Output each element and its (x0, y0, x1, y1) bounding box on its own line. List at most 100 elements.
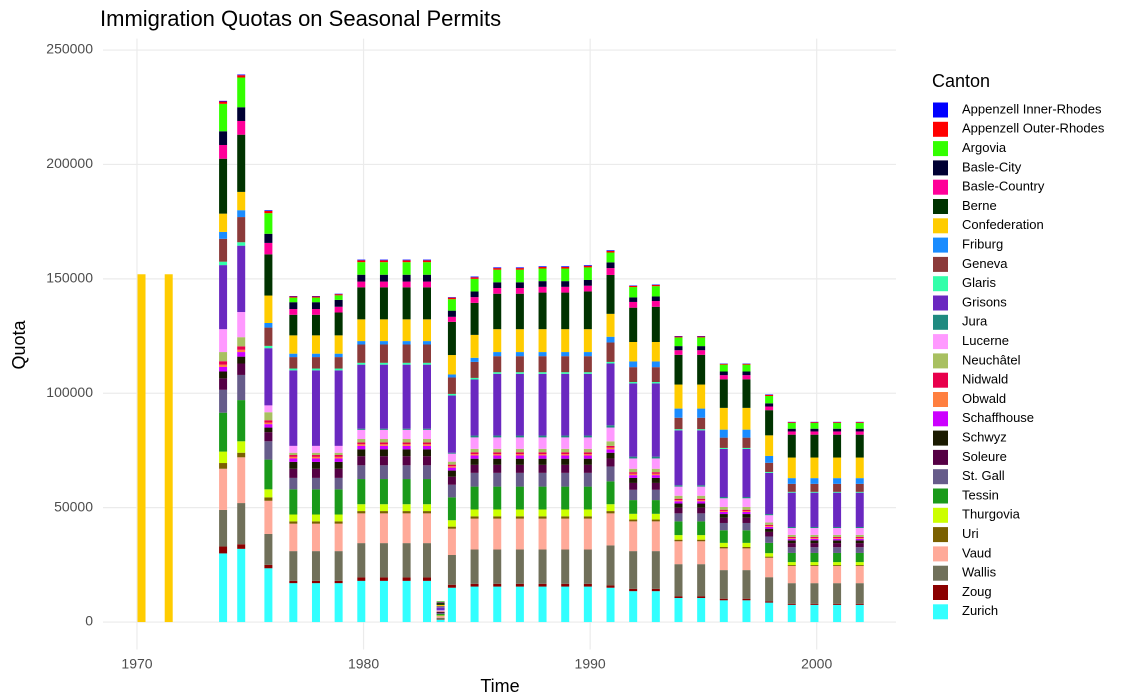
bar-segment (357, 319, 366, 342)
bar-segment (810, 422, 819, 423)
bar-segment (515, 448, 524, 453)
bar-segment (538, 448, 547, 453)
bar-segment (719, 498, 728, 507)
bar-segment (787, 526, 796, 529)
bar-segment (583, 583, 592, 587)
bar-segment (470, 509, 479, 517)
bar-segment (357, 543, 366, 578)
bar-segment (742, 379, 751, 408)
bar-segment (651, 521, 660, 552)
bar-segment (651, 473, 660, 476)
bar-segment (436, 616, 445, 618)
bar-segment (357, 281, 366, 288)
bar-segment (697, 507, 706, 514)
legend-swatch (933, 256, 948, 272)
bar-segment (334, 514, 343, 522)
bar-segment (219, 100, 228, 102)
x-tick-label: 2000 (801, 656, 832, 672)
bar-segment (561, 329, 570, 353)
bar-segment (311, 461, 320, 469)
y-tick-label: 150000 (46, 270, 93, 286)
bar-segment (538, 281, 547, 287)
bar-segment (855, 431, 864, 435)
legend-label: Glaris (962, 275, 996, 290)
bar-segment (219, 553, 228, 623)
bar-segment (289, 452, 298, 456)
bar-segment (357, 362, 366, 365)
bar-segment (674, 598, 683, 623)
bar-segment (810, 603, 819, 605)
bar-segment (311, 551, 320, 581)
legend-label: Nidwald (962, 372, 1008, 387)
bar-segment (719, 506, 728, 510)
legend-swatch (933, 430, 948, 446)
bar-segment (264, 420, 273, 423)
bar-segment (515, 583, 524, 587)
bar-segment (629, 588, 638, 592)
bar-segment (651, 361, 660, 368)
bar-segment (629, 500, 638, 514)
bar-segment (606, 425, 615, 428)
bar-segment (629, 458, 638, 469)
bar-segment (583, 372, 592, 374)
bar-segment (810, 478, 819, 484)
bar-segment (264, 564, 273, 569)
bar-segment (436, 607, 445, 611)
bar-segment (719, 447, 728, 449)
bar-segment (538, 437, 547, 449)
bar-segment (583, 352, 592, 357)
bar-segment (311, 368, 320, 371)
bar-segment (470, 379, 479, 436)
bar-segment (447, 316, 456, 322)
bar-segment (219, 265, 228, 330)
bar-segment (719, 548, 728, 571)
legend-label: Obwald (962, 391, 1006, 406)
bar-segment (561, 437, 570, 449)
bar-segment (357, 456, 366, 466)
bar-segment (674, 501, 683, 504)
bar-segment (379, 274, 388, 282)
bar-segment (470, 377, 479, 380)
legend-swatch (933, 604, 948, 620)
bar-segment (833, 538, 842, 541)
bar-segment (606, 268, 615, 275)
bar-segment (833, 537, 842, 539)
bar-segment (402, 580, 411, 623)
bar-segment (606, 545, 615, 586)
bar-segment (787, 491, 796, 493)
bar-segment (447, 528, 456, 556)
bar-segment (583, 454, 592, 456)
bar-segment (810, 562, 819, 566)
bar-segment (629, 382, 638, 384)
bar-segment (855, 547, 864, 553)
bar-segment (674, 354, 683, 385)
bar-segment (651, 489, 660, 501)
legend-label: Neuchâtel (962, 352, 1021, 367)
bar-segment (311, 523, 320, 552)
bar-segment (515, 268, 524, 270)
bar-segment (697, 486, 706, 496)
bar-segment (334, 295, 343, 300)
legend-swatch (933, 237, 948, 253)
bar-segment (219, 158, 228, 214)
bar-segment (379, 442, 388, 445)
bar-segment (742, 546, 751, 549)
bar-segment (855, 604, 864, 623)
bar-segment (436, 601, 445, 603)
bar-segment (719, 542, 728, 547)
bar-segment (538, 329, 547, 353)
bar-segment (289, 368, 298, 371)
bar-segment (402, 543, 411, 578)
bar-segment (742, 509, 751, 511)
bar-segment (697, 336, 706, 338)
bar-segment (470, 361, 479, 378)
bar-segment (561, 435, 570, 438)
bar-segment (470, 454, 479, 456)
bar-segment (719, 437, 728, 448)
bar-segment (855, 534, 864, 537)
bar-segment (765, 406, 774, 411)
bar-segment (237, 356, 246, 364)
bar-segment (742, 510, 751, 512)
bar-segment (833, 540, 842, 544)
bar-segment (470, 518, 479, 550)
